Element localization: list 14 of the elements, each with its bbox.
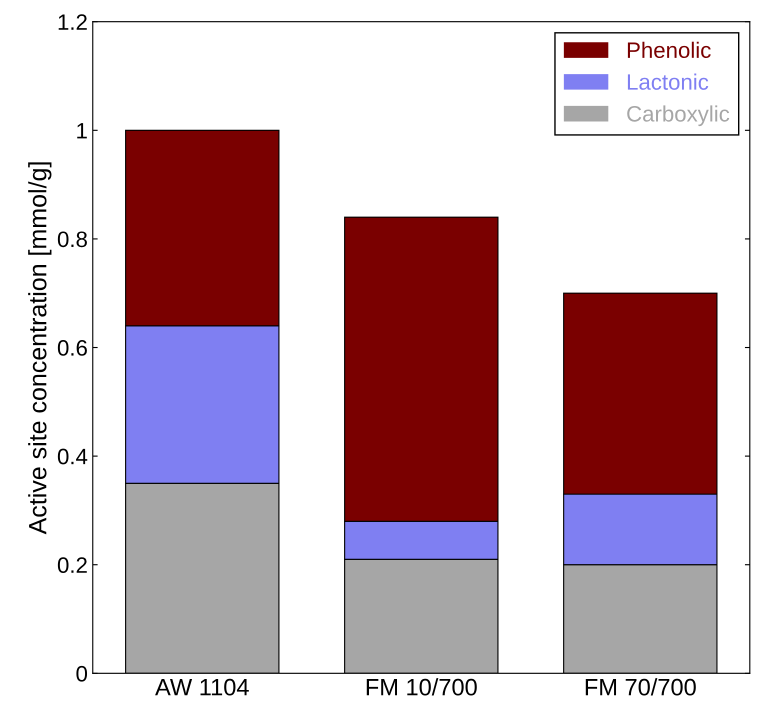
legend-label: Carboxylic <box>627 105 730 126</box>
x-tick-label: FM 10/700 <box>366 678 477 696</box>
y-axis-title: Active site concentration [mmol/g] <box>28 162 52 534</box>
y-tick-label: 0.4 <box>58 448 88 464</box>
legend-label: Lactonic <box>628 74 708 90</box>
y-tick-label: 0 <box>76 666 88 682</box>
x-tick-label: AW 1104 <box>155 678 249 696</box>
y-tick-label: 0.6 <box>58 340 87 356</box>
y-tick-label: 1.2 <box>58 14 87 30</box>
legend-label: Phenolic <box>628 42 711 58</box>
y-tick-label: 0.8 <box>58 231 87 248</box>
y-tick-label: 1 <box>77 123 87 138</box>
y-tick-label: 0.2 <box>58 557 87 573</box>
x-tick-label: FM 70/700 <box>586 678 696 696</box>
